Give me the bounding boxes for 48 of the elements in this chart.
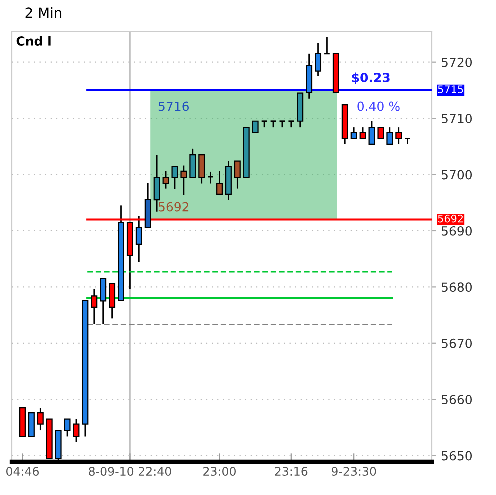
- candlestick: [172, 166, 178, 190]
- candlestick: [37, 407, 44, 432]
- y-tick-label: 5710: [442, 114, 472, 124]
- candlestick: [136, 216, 142, 264]
- x-tick-label: 9-23:30: [332, 467, 376, 476]
- annotation: $0.23: [352, 72, 390, 84]
- candlestick: [190, 148, 196, 178]
- candlestick: [396, 126, 402, 146]
- candlestick: [368, 120, 376, 146]
- y-tick-label: 5690: [442, 226, 472, 236]
- candlestick: [100, 278, 107, 325]
- annotation: Cnd l: [16, 36, 51, 46]
- candlestick: [180, 165, 188, 196]
- y-tick-label: 5680: [442, 282, 472, 292]
- candlestick: [288, 120, 295, 128]
- candlestick: [28, 412, 35, 438]
- candlestick: [216, 170, 224, 196]
- y-tick-label: 5670: [442, 338, 472, 348]
- candlestick: [360, 126, 366, 140]
- x-tick-label: 23:00: [204, 467, 236, 476]
- candlestick: [324, 36, 331, 55]
- y-tick-label: 5650: [442, 451, 472, 461]
- candlestick: [378, 127, 384, 140]
- candlestick: [73, 418, 80, 444]
- candlestick: [404, 138, 412, 146]
- annotation: 5692: [158, 202, 189, 212]
- candlestick: [315, 42, 322, 78]
- candlestick: [386, 126, 394, 146]
- x-tick-label: 04:46: [6, 467, 40, 476]
- ref-line-label: 5692: [438, 214, 464, 223]
- y-tick-label: 5700: [442, 170, 472, 180]
- y-tick-label: 5720: [442, 58, 472, 68]
- candlestick: [252, 120, 259, 134]
- ref-line-label: 5715: [438, 86, 464, 94]
- y-tick-label: 5660: [442, 395, 472, 405]
- x-tick-label: 8-09-10 22:40: [89, 467, 172, 476]
- candlestick: [91, 288, 98, 325]
- candlestick: [234, 160, 241, 190]
- candlestick: [198, 154, 206, 184]
- candlestick: [109, 283, 116, 320]
- x-tick-label: 23:16: [275, 467, 308, 476]
- annotation: 0.40 %: [358, 102, 400, 112]
- chart-title: 2 Min: [26, 7, 62, 18]
- candlestick: [154, 154, 160, 213]
- candlestick: [64, 418, 71, 438]
- annotation: 5716: [158, 102, 190, 112]
- candlestick: [350, 126, 358, 140]
- candlestick: [162, 170, 170, 190]
